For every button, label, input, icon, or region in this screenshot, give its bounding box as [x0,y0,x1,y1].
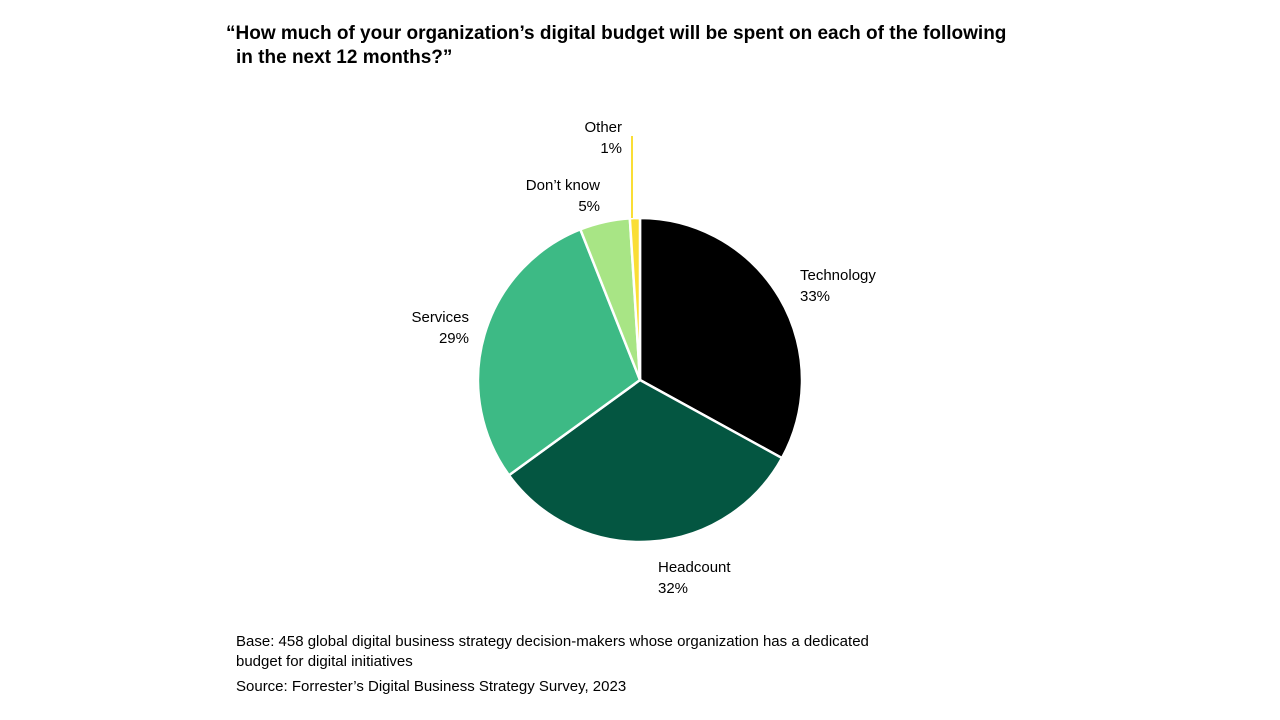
base-note: Base: 458 global digital business strate… [236,632,996,672]
chart-title-line-1: “How much of your organization’s digital… [226,23,1007,44]
slice-value-headcount: 32% [658,580,688,597]
slice-label-don-t-know: Don’t know [526,177,600,194]
slice-value-services: 29% [439,330,469,347]
source-note: Source: Forrester’s Digital Business Str… [236,678,627,695]
chart-title: “How much of your organization’s digital… [226,22,1066,70]
base-note-line-2: budget for digital initiatives [236,653,413,670]
chart-title-line-2: in the next 12 months?” [236,47,453,68]
slice-label-technology: Technology [800,267,876,284]
slice-value-don-t-know: 5% [578,198,600,215]
pie-slices [476,216,804,544]
pie-slice-technology [638,216,804,460]
slice-value-other: 1% [600,140,622,157]
slice-label-other: Other [584,119,622,136]
pie-labels: Technology 33% Headcount 32% Services 29% Don’… [411,119,876,597]
slice-value-technology: 33% [800,288,830,305]
pie-slice-other [628,216,642,382]
base-note-line-1: Base: 458 global digital business strate… [236,633,869,650]
pie-slice-headcount [507,378,784,544]
chart-footer: Base: 458 global digital business strate… [236,632,996,697]
slice-label-services: Services [411,309,469,326]
pie-slice-services [476,228,642,477]
slice-label-headcount: Headcount [658,559,731,576]
